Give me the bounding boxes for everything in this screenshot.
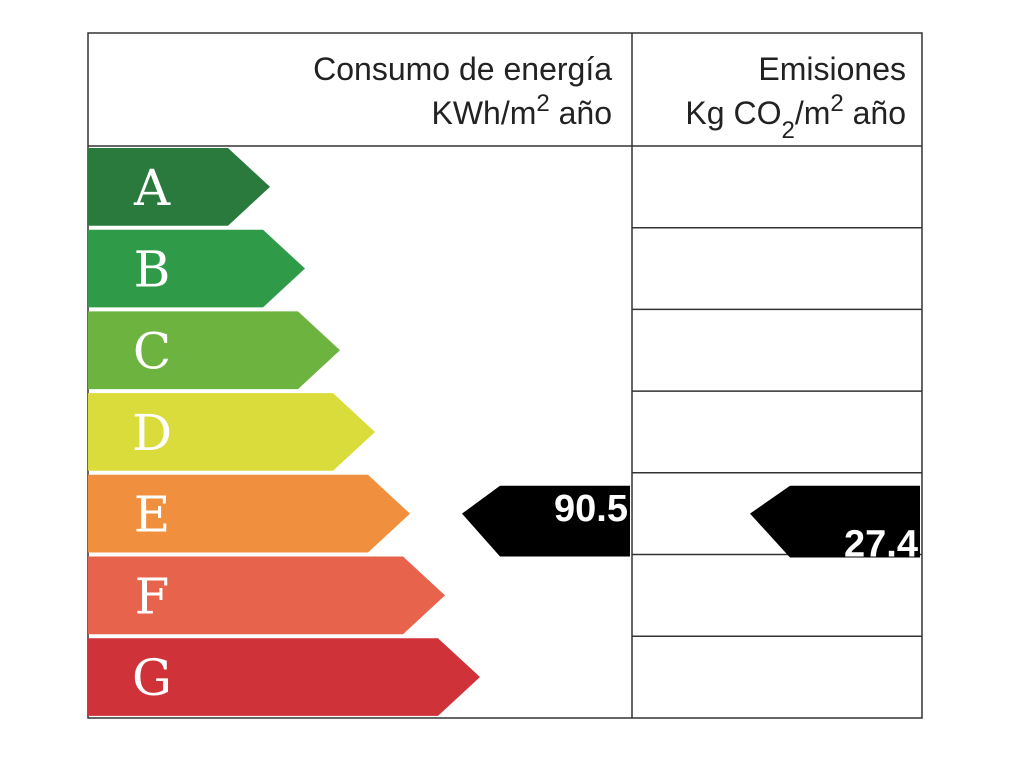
energy-class-arrow bbox=[88, 638, 480, 716]
energy-class-letter: A bbox=[133, 159, 171, 217]
energy-class-letter: G bbox=[132, 649, 172, 707]
header-title: Consumo de energía bbox=[313, 51, 612, 87]
header-unit: KWh/m2 año bbox=[431, 90, 612, 132]
energy-class-arrow bbox=[88, 311, 340, 390]
rating-pointer bbox=[462, 485, 630, 557]
rating-value: 27.4 bbox=[844, 524, 918, 566]
energy-class-arrow bbox=[88, 148, 270, 226]
rating-value: 90.5 bbox=[554, 488, 628, 530]
energy-class-arrow bbox=[88, 556, 445, 635]
energy-class-arrow bbox=[88, 229, 305, 308]
energy-class-arrow bbox=[88, 474, 410, 553]
energy-class-letter: B bbox=[134, 241, 171, 299]
energy-class-letter: E bbox=[134, 486, 171, 544]
header-title: Emisiones bbox=[758, 51, 906, 87]
energy-class-letter: D bbox=[132, 404, 172, 462]
energy-class-letter: C bbox=[133, 322, 171, 380]
rating-pointer bbox=[750, 485, 920, 558]
energy-class-arrow bbox=[88, 393, 375, 471]
header-unit: Kg CO2/m2 año bbox=[685, 90, 906, 144]
energy-class-letter: F bbox=[135, 567, 170, 625]
